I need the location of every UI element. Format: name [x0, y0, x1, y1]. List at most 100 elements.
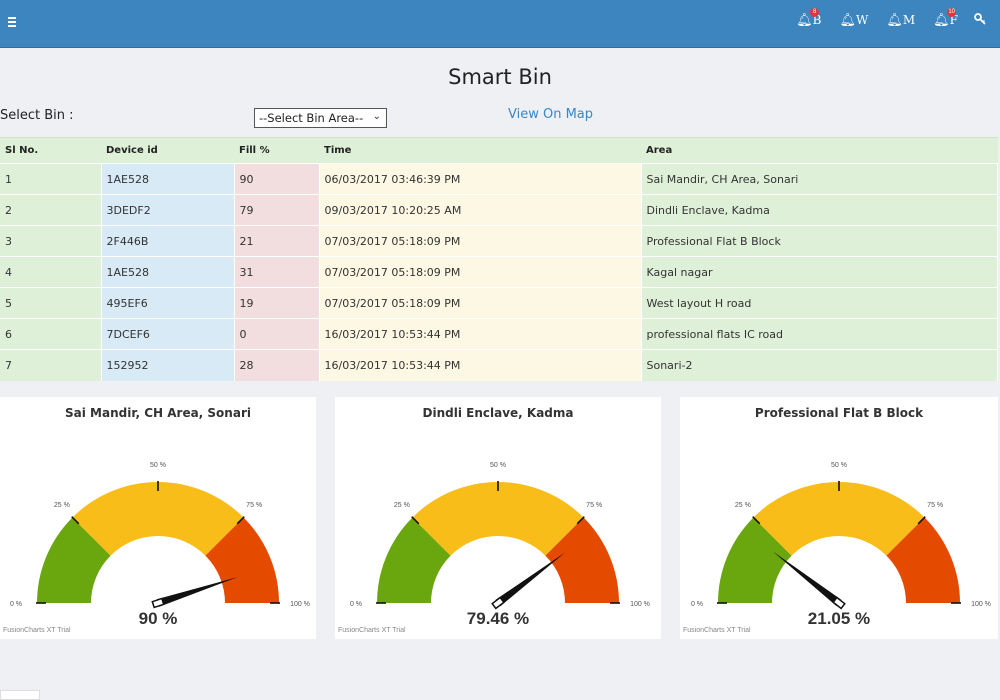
- gauge-tick-label: 25 %: [394, 502, 410, 509]
- gauge-tick-label: 100 %: [630, 601, 650, 608]
- hamburger-icon[interactable]: [8, 12, 22, 28]
- table-row[interactable]: 4 1AE528 31 07/03/2017 05:18:09 PM Kagal…: [0, 256, 998, 288]
- gauge-tick-label: 25 %: [54, 502, 70, 509]
- gauge-needle: [495, 552, 566, 607]
- cell-device-id: 1AE528: [101, 163, 235, 195]
- cell-sl: 4: [0, 256, 102, 288]
- table-row[interactable]: 3 2F446B 21 07/03/2017 05:18:09 PM Profe…: [0, 225, 998, 257]
- chevron-down-icon: ⌄: [372, 111, 381, 122]
- gauge-band-red: [545, 517, 619, 603]
- gauge-tick-label: 0 %: [691, 601, 703, 608]
- cell-device-id: 7DCEF6: [101, 318, 235, 350]
- cell-device-id: 3DEDF2: [101, 194, 235, 226]
- table-row[interactable]: 2 3DEDF2 79 09/03/2017 10:20:25 AM Dindl…: [0, 194, 998, 226]
- gauge-chart: 0 % 25 % 50 % 75 % 100 %: [10, 462, 310, 609]
- col-header-device[interactable]: Device id: [101, 137, 234, 164]
- gauge-tick-label: 100 %: [971, 601, 991, 608]
- view-on-map-link[interactable]: View On Map: [508, 107, 594, 122]
- gauge-tick: [752, 516, 761, 525]
- cell-device-id: 152952: [101, 349, 235, 381]
- table-header-row: Sl No. Device id Fill % Time Area: [0, 137, 998, 164]
- cell-sl: 5: [0, 287, 102, 319]
- col-header-time[interactable]: Time: [319, 137, 641, 164]
- gauge-band-green: [718, 517, 792, 603]
- gauge-tick: [917, 516, 926, 525]
- col-header-fill[interactable]: Fill %: [234, 137, 319, 164]
- gauge-card: Sai Mandir, CH Area, Sonari 0 % 25 % 50 % 7…: [0, 397, 316, 639]
- gauge-trial-label: FusionCharts XT Trial: [683, 627, 751, 634]
- table-row[interactable]: 1 1AE528 90 06/03/2017 03:46:39 PM Sai M…: [0, 163, 998, 195]
- gauge-needle-hub: [491, 596, 505, 610]
- gauge-title: Dindli Enclave, Kadma: [422, 406, 574, 420]
- cell-area: Sonari-2: [641, 349, 998, 381]
- gauge-band-red: [886, 517, 960, 603]
- cell-area: West layout H road: [641, 287, 998, 319]
- cell-sl: 3: [0, 225, 102, 257]
- key-icon[interactable]: [974, 12, 986, 28]
- gauge-tick: [236, 516, 245, 525]
- cell-fill: 79: [234, 194, 320, 226]
- bell-icon: 🔔︎: [886, 12, 903, 28]
- notification-letter: M: [902, 13, 916, 27]
- notification-bar: 🔔︎ B 8 🔔︎ W 🔔︎ M 🔔︎ F 10: [778, 8, 986, 30]
- gauge-band-green: [37, 517, 111, 603]
- gauge-title: Sai Mandir, CH Area, Sonari: [65, 406, 251, 420]
- gauge-tick-label: 50 %: [150, 462, 166, 469]
- table-row[interactable]: 7 152952 28 16/03/2017 10:53:44 PM Sonar…: [0, 349, 998, 381]
- cell-fill: 21: [234, 225, 320, 257]
- gauge-tick-label: 0 %: [350, 601, 362, 608]
- notification-b[interactable]: 🔔︎ B 8: [796, 8, 822, 27]
- cell-time: 07/03/2017 05:18:09 PM: [319, 256, 642, 288]
- gauge-tick-label: 100 %: [290, 601, 310, 608]
- cell-time: 07/03/2017 05:18:09 PM: [319, 287, 642, 319]
- cell-time: 16/03/2017 10:53:44 PM: [319, 318, 642, 350]
- cell-time: 06/03/2017 03:46:39 PM: [319, 163, 642, 195]
- gauge-title: Professional Flat B Block: [754, 406, 924, 420]
- bottom-tab[interactable]: [0, 690, 40, 700]
- cell-fill: 0: [234, 318, 320, 350]
- gauge-value: 21.05 %: [807, 609, 871, 628]
- cell-time: 16/03/2017 10:53:44 PM: [319, 349, 642, 381]
- gauge-band-green: [377, 517, 451, 603]
- gauge-chart: 0 % 25 % 50 % 75 % 100 %: [350, 462, 650, 610]
- gauge-trial-label: FusionCharts XT Trial: [338, 627, 406, 634]
- gauge-card: Professional Flat B Block 0 % 25 % 50 % 75 …: [680, 397, 998, 639]
- cell-device-id: 495EF6: [101, 287, 235, 319]
- cell-area: Sai Mandir, CH Area, Sonari: [641, 163, 998, 195]
- cell-fill: 31: [234, 256, 320, 288]
- gauge-value: 90 %: [138, 609, 178, 628]
- gauge-tick-label: 75 %: [586, 502, 602, 509]
- gauge-tick-label: 75 %: [927, 502, 943, 509]
- gauge-needle-hub: [832, 596, 846, 610]
- gauge-band-yellow: [412, 482, 584, 556]
- cell-sl: 2: [0, 194, 102, 226]
- gauge-tick-label: 50 %: [831, 462, 847, 469]
- notification-w[interactable]: 🔔︎ W: [839, 13, 868, 27]
- cell-fill: 28: [234, 349, 320, 381]
- gauge-tick-label: 75 %: [246, 502, 262, 509]
- notification-f[interactable]: 🔔︎ F 10: [933, 8, 958, 27]
- cell-device-id: 1AE528: [101, 256, 235, 288]
- col-header-sl[interactable]: Sl No.: [0, 137, 101, 164]
- gauge-tick: [411, 516, 420, 525]
- table-row[interactable]: 6 7DCEF6 0 16/03/2017 10:53:44 PM profes…: [0, 318, 998, 350]
- gauge-needle: [772, 551, 842, 607]
- col-header-area[interactable]: Area: [641, 137, 998, 164]
- gauge-tick-label: 25 %: [735, 502, 751, 509]
- bell-icon: 🔔︎: [839, 12, 856, 28]
- notification-letter: W: [856, 13, 869, 27]
- notification-m[interactable]: 🔔︎ M: [886, 13, 915, 27]
- bin-area-select-value: --Select Bin Area--: [259, 111, 364, 125]
- gauge-needle-hub: [151, 597, 165, 609]
- cell-area: Dindli Enclave, Kadma: [641, 194, 998, 226]
- cell-area: Professional Flat B Block: [641, 225, 998, 257]
- select-bin-label: Select Bin :: [0, 108, 74, 123]
- cell-sl: 7: [0, 349, 102, 381]
- cell-sl: 1: [0, 163, 102, 195]
- gauge-trial-label: FusionCharts XT Trial: [3, 627, 71, 634]
- bin-area-select[interactable]: --Select Bin Area-- ⌄: [254, 108, 387, 128]
- table-row[interactable]: 5 495EF6 19 07/03/2017 05:18:09 PM West …: [0, 287, 998, 319]
- notification-letter: B: [812, 13, 822, 27]
- gauge-needle: [156, 577, 238, 607]
- cell-fill: 90: [234, 163, 320, 195]
